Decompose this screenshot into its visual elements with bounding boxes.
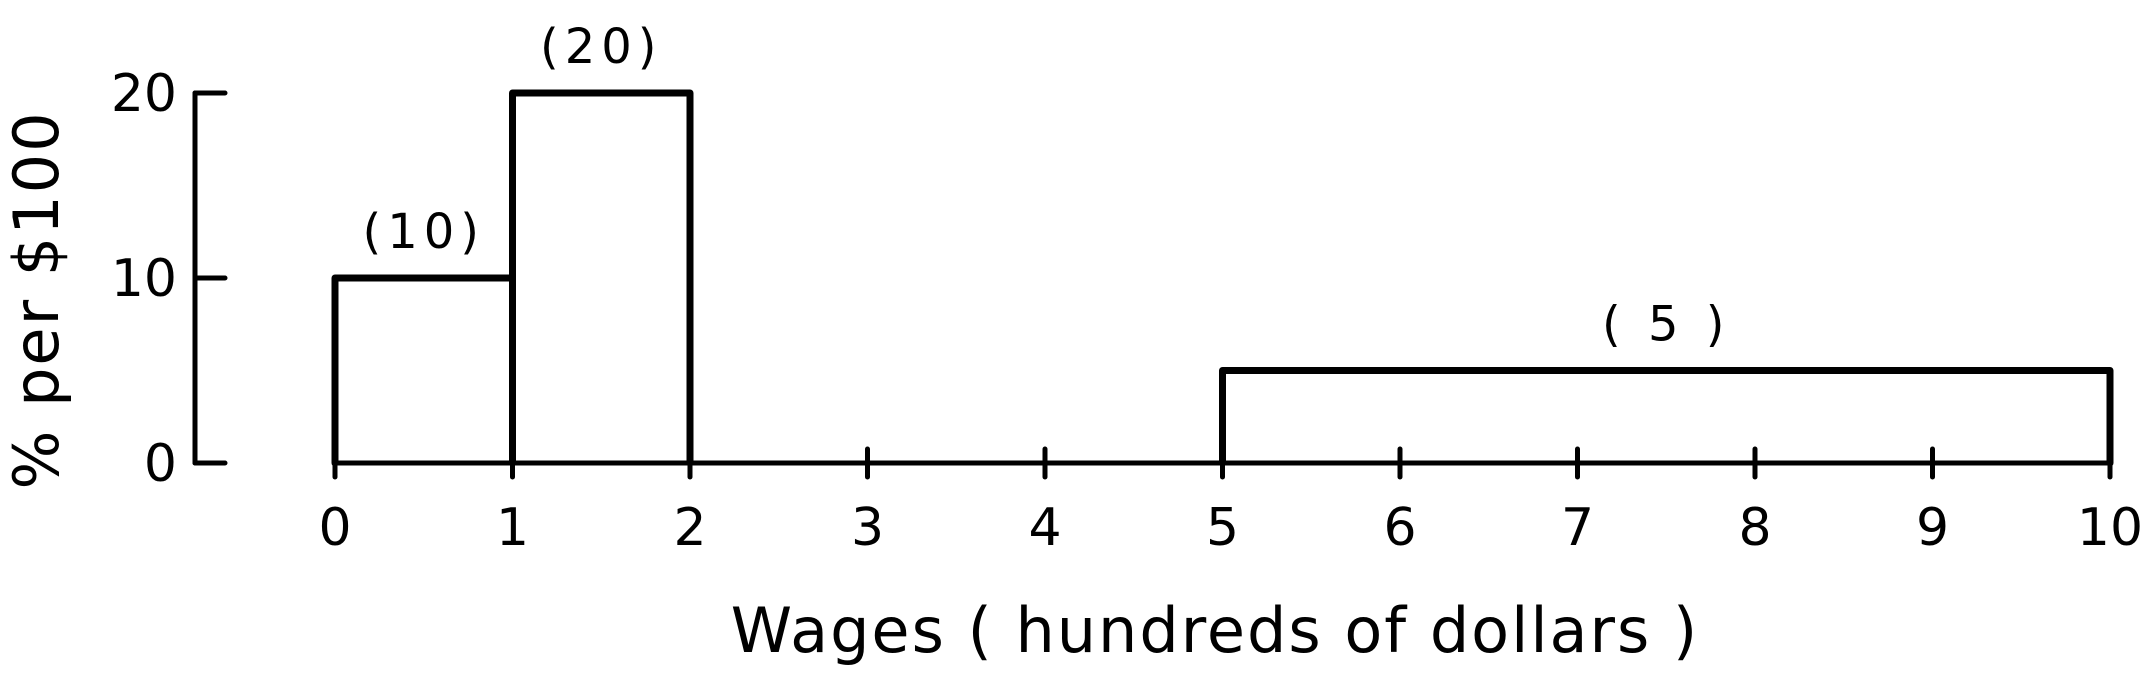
x-tick-label-8: 8 <box>1738 498 1771 558</box>
bar-2 <box>1219 367 2114 467</box>
bar-0 <box>331 274 516 467</box>
y-tick-label-20: 20 <box>111 64 177 124</box>
x-tick-label-4: 4 <box>1028 498 1061 558</box>
x-tick-label-10: 10 <box>2077 498 2142 558</box>
y-tick-label-10: 10 <box>111 249 177 309</box>
x-tick-label-7: 7 <box>1561 498 1594 558</box>
x-tick-label-5: 5 <box>1206 498 1239 558</box>
y-axis-title: % per $100 <box>0 110 73 489</box>
x-tick-label-9: 9 <box>1916 498 1949 558</box>
x-axis-title: Wages ( hundreds of dollars ) <box>731 594 1700 667</box>
y-tick-label-0: 0 <box>144 434 177 494</box>
bar-labels: (10) (20) ( 5 ) <box>362 19 1731 353</box>
histogram-bars <box>331 89 2114 467</box>
bar-1 <box>509 89 694 467</box>
bar-label-0: (10) <box>362 204 485 260</box>
x-tick-label-6: 6 <box>1383 498 1416 558</box>
x-tick-label-3: 3 <box>851 498 884 558</box>
bar-label-2: ( 5 ) <box>1602 297 1731 353</box>
x-tick-label-1: 1 <box>496 498 529 558</box>
bar-label-1: (20) <box>540 19 663 75</box>
y-axis: 0 10 20 <box>111 64 228 494</box>
x-axis: 0 1 2 3 4 5 6 7 8 9 10 <box>318 446 2142 558</box>
x-tick-label-0: 0 <box>318 498 351 558</box>
x-tick-label-2: 2 <box>673 498 706 558</box>
